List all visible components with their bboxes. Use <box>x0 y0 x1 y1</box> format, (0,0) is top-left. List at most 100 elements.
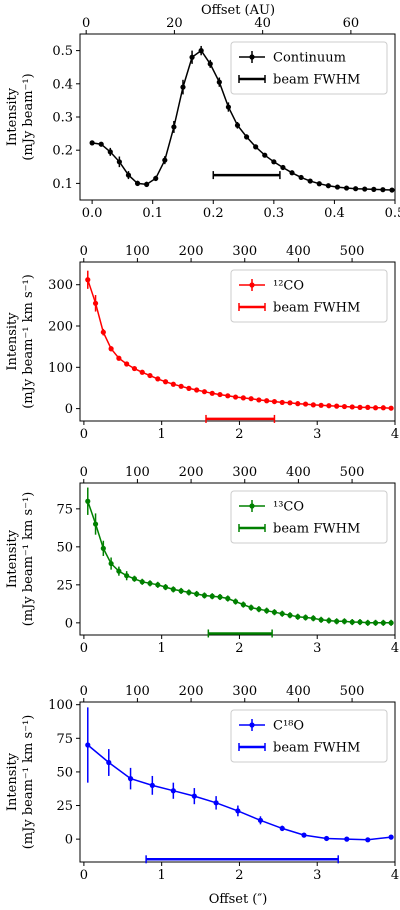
y-tick-label: 0 <box>65 833 73 848</box>
x-tick-label: 0.4 <box>324 206 345 221</box>
data-point <box>318 402 324 408</box>
data-point <box>134 180 141 186</box>
plot-frame <box>79 701 396 863</box>
data-point <box>127 776 134 782</box>
data-point <box>178 383 184 389</box>
x-tick-label: 3 <box>313 427 321 442</box>
data-point <box>380 187 386 193</box>
top-x-tick-label: 300 <box>232 244 257 259</box>
data-point <box>253 144 259 150</box>
top-x-tick-label: 100 <box>125 465 150 480</box>
data-point <box>365 837 371 843</box>
data-point <box>325 183 331 189</box>
data-point <box>316 181 322 187</box>
data-point <box>170 381 176 387</box>
data-point <box>256 397 262 403</box>
data-point <box>295 401 301 407</box>
data-point <box>271 609 278 615</box>
data-point <box>92 521 99 527</box>
data-point <box>287 400 293 406</box>
data-point <box>310 402 316 408</box>
data-point <box>144 181 150 187</box>
data-point <box>107 149 113 155</box>
data-point <box>371 186 377 192</box>
data-point <box>139 579 145 585</box>
data-point <box>357 404 363 410</box>
data-point <box>131 365 138 372</box>
panel-continuum: 0.0 0.1 0.2 0.3 0.4 0.5 0 20 40 60 0.1 0.2 0.3 0.4 0.5… <box>5 16 400 221</box>
data-point <box>131 576 138 582</box>
y-tick-label: 100 <box>48 698 73 713</box>
data-point <box>155 582 161 588</box>
data-point <box>124 573 130 579</box>
data-point <box>326 403 332 409</box>
y-axis-label: Intensity <box>5 752 20 811</box>
top-x-tick-label: 0 <box>80 465 88 480</box>
data-point <box>240 602 246 608</box>
data-point <box>287 612 293 618</box>
data-point <box>147 580 153 586</box>
top-x-tick-label: 200 <box>179 244 204 259</box>
data-point <box>353 186 359 192</box>
legend-marker <box>249 722 255 728</box>
data-point <box>326 617 332 624</box>
panel-c18o: 0 1 2 3 4 0 100 200 300 400 500 0 25 50 75 100 Intensity… <box>5 684 399 883</box>
y-axis-label: Intensity <box>5 529 20 588</box>
x-tick-label: 4 <box>391 641 399 656</box>
data-point <box>279 825 285 831</box>
data-point <box>180 84 186 90</box>
y-tick-label: 0.2 <box>52 144 73 159</box>
data-point <box>116 568 122 574</box>
legend-label: beam FWHM <box>273 73 360 88</box>
top-x-tick-label: 200 <box>179 684 204 699</box>
data-point <box>271 159 277 165</box>
data-point <box>225 104 232 110</box>
panel-co13: 0 1 2 3 4 0 100 200 300 400 500 0 25 50 75 Intensity (mJ… <box>5 465 399 656</box>
x-tick-label: 0.1 <box>142 206 163 221</box>
data-point <box>191 793 197 799</box>
y-axis-label: (mJy beam⁻¹ km s⁻¹) <box>21 492 36 627</box>
data-point <box>100 329 106 335</box>
data-point <box>225 595 231 602</box>
data-point <box>257 817 264 823</box>
series-line <box>87 279 392 409</box>
data-point <box>310 615 316 621</box>
data-point <box>162 379 169 385</box>
data-point <box>264 398 270 404</box>
data-point <box>194 387 200 393</box>
data-point <box>388 405 394 411</box>
data-point <box>280 164 286 171</box>
top-x-tick-label: 0 <box>80 684 88 699</box>
top-x-tick-label: 500 <box>340 244 365 259</box>
data-point <box>225 393 231 399</box>
data-point <box>92 300 99 306</box>
x-tick-label: 0 <box>80 641 88 656</box>
data-point <box>85 742 91 748</box>
data-point <box>295 614 301 620</box>
y-tick-label: 50 <box>56 765 73 780</box>
data-point <box>189 54 195 60</box>
data-point <box>323 835 330 842</box>
series-line <box>91 49 393 191</box>
data-point <box>264 608 270 614</box>
top-x-tick-label: 200 <box>179 465 204 480</box>
top-x-tick-label: 20 <box>166 16 183 31</box>
data-point <box>262 152 268 158</box>
data-point <box>147 372 153 379</box>
data-point <box>155 376 161 382</box>
data-point <box>124 361 130 367</box>
data-point <box>365 620 371 626</box>
data-point <box>170 586 176 593</box>
data-point <box>217 594 223 600</box>
data-point <box>108 346 114 352</box>
legend-label: ¹³CO <box>273 500 304 515</box>
top-x-tick-label: 500 <box>340 684 365 699</box>
data-point <box>362 186 368 192</box>
data-point <box>216 79 222 85</box>
data-point <box>301 832 307 838</box>
x-tick-label: 1 <box>158 427 166 442</box>
data-point <box>240 395 246 401</box>
top-x-tick-label: 40 <box>254 16 271 31</box>
legend-label: beam FWHM <box>273 522 360 537</box>
